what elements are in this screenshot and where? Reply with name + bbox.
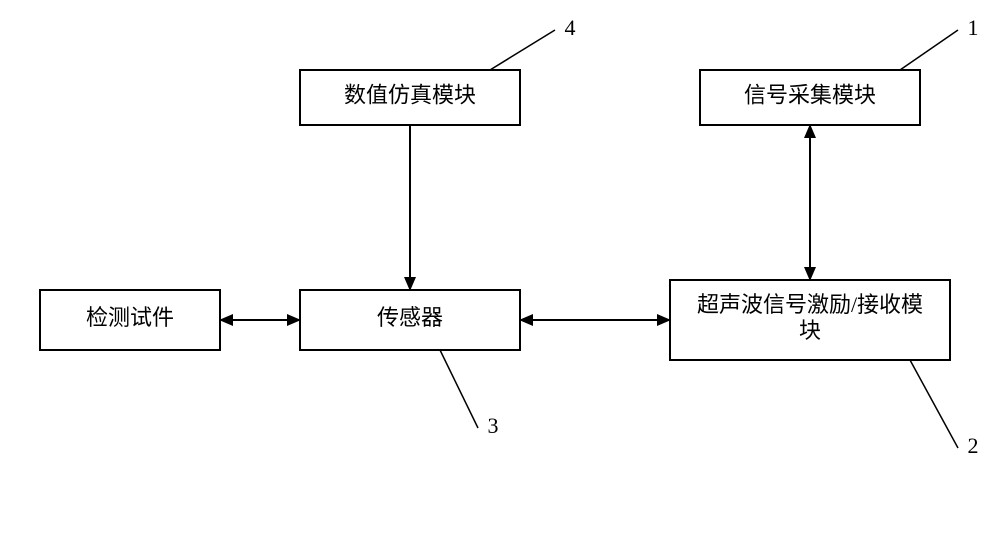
leader-ultrasonic (910, 360, 958, 448)
box-specimen: 检测试件 (40, 290, 220, 350)
box-acquisition: 信号采集模块 (700, 70, 920, 125)
box-label-acquisition: 信号采集模块 (744, 83, 876, 108)
box-label-ultrasonic-line0: 超声波信号激励/接收模 (697, 292, 923, 317)
box-simulation: 数值仿真模块 (300, 70, 520, 125)
ref-number-simulation: 4 (565, 15, 576, 40)
box-label-sensor: 传感器 (377, 305, 443, 330)
diagram-canvas: 数值仿真模块 信号采集模块检测试件 传感器 超声波信号激励/接收模块 4 1 3 2 (0, 0, 1000, 554)
box-ultrasonic: 超声波信号激励/接收模块 (670, 280, 950, 360)
ref-number-sensor: 3 (488, 413, 499, 438)
ref-number-ultrasonic: 2 (968, 433, 979, 458)
box-sensor: 传感器 (300, 290, 520, 350)
leader-sensor (440, 350, 478, 428)
ref-number-acquisition: 1 (968, 15, 979, 40)
box-label-ultrasonic-line1: 块 (799, 318, 821, 343)
box-label-specimen: 检测试件 (86, 305, 174, 330)
box-label-simulation: 数值仿真模块 (344, 83, 476, 108)
leader-acquisition (900, 30, 958, 70)
leader-simulation (490, 30, 555, 70)
